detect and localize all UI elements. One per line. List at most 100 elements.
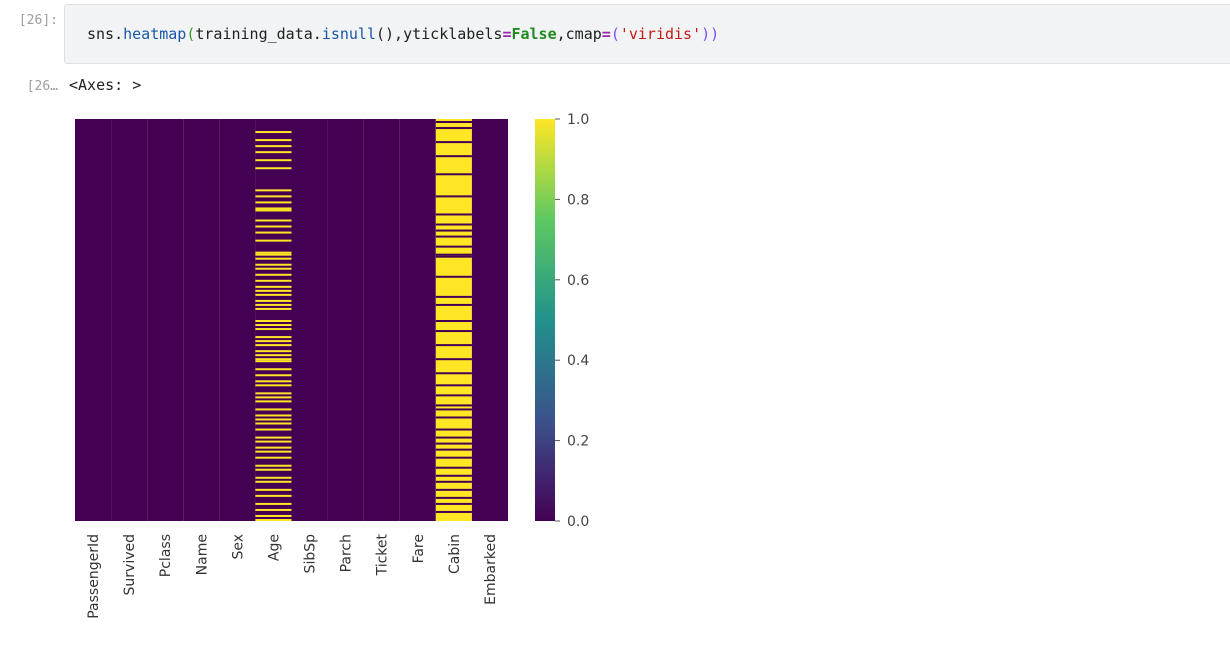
heatmap-cell-null (255, 201, 292, 204)
heatmap-cell-present (435, 502, 472, 505)
code-line: sns.heatmap(training_data.isnull(),ytick… (87, 25, 719, 43)
heatmap-cell-present (435, 235, 472, 238)
colorbar-tick-label: 0.6 (567, 273, 589, 289)
heatmap-cell-null (255, 508, 292, 511)
heatmap-cell-null (255, 267, 292, 270)
heatmap-cell-null (255, 167, 292, 170)
heatmap-cell-present (435, 408, 472, 411)
heatmap-cell-null (255, 440, 292, 443)
heatmap-cell-null (255, 257, 292, 260)
heatmap-cell-present (435, 344, 472, 347)
heatmap-cell-null (255, 303, 292, 306)
x-tick-label: SibSp (303, 534, 319, 574)
heatmap-cell-null (255, 145, 292, 148)
heatmap-cell-present (435, 330, 472, 333)
heatmap-cell-null (255, 293, 292, 296)
heatmap-cell-null (255, 494, 292, 497)
x-tick-label: PassengerId (86, 534, 102, 619)
heatmap-cell-null (255, 450, 292, 453)
heatmap-cell-present (435, 448, 472, 451)
heatmap-column-survived (111, 119, 148, 521)
heatmap-column-fare (399, 119, 436, 521)
heatmap-cell-present (435, 466, 472, 469)
x-tick-label: Parch (339, 534, 355, 572)
heatmap-cell-present (435, 303, 472, 306)
colorbar-tick-label: 0.8 (567, 192, 589, 208)
heatmap-cell-present (435, 195, 472, 198)
heatmap-cell-null (255, 408, 292, 411)
heatmap-cell-null (255, 422, 292, 425)
heatmap-column-ticket (363, 119, 400, 521)
heatmap-cells (75, 119, 508, 521)
heatmap-column-embarked (471, 119, 508, 521)
colorbar-tick-label: 0.0 (567, 514, 589, 530)
code-token: = (502, 25, 512, 43)
heatmap-cell-null (255, 360, 292, 363)
heatmap-cell-present (435, 416, 472, 419)
x-tick-label: Cabin (447, 534, 463, 574)
heatmap-cell-null (255, 207, 292, 210)
heatmap-cell-null (255, 368, 292, 371)
x-tick-label: Embarked (483, 534, 499, 605)
heatmap-cell-null (255, 285, 292, 288)
code-token: False (511, 25, 557, 43)
heatmap-cell-null (255, 307, 292, 310)
code-token: training_data. (195, 25, 322, 43)
code-token: ,cmap (556, 25, 602, 43)
heatmap-cell-null (255, 480, 292, 483)
heatmap-cell-present (435, 428, 472, 431)
heatmap-cell-present (435, 229, 472, 232)
heatmap-cell-present (435, 358, 472, 361)
heatmap-column-sex (219, 119, 256, 521)
code-token: )) (701, 25, 720, 43)
code-token: ( (610, 25, 620, 43)
heatmap-cell-present (435, 245, 472, 248)
heatmap-cell-null (255, 225, 292, 228)
heatmap-cell-present (435, 155, 472, 158)
output-text: <Axes: > (69, 76, 142, 94)
heatmap-cell-null (255, 324, 292, 327)
heatmap-cell-present (435, 474, 472, 477)
colorbar (535, 119, 555, 521)
code-token: 'viridis' (619, 25, 702, 43)
code-cell-input[interactable]: sns.heatmap(training_data.isnull(),ytick… (64, 4, 1230, 64)
heatmap-cell-present (435, 442, 472, 445)
heatmap-cell-null (255, 476, 292, 479)
code-token: ( (186, 25, 196, 43)
heatmap-cell-null (255, 289, 292, 292)
heatmap-cell-present (435, 488, 472, 491)
heatmap-cell-null (255, 428, 292, 431)
heatmap-cell-null (255, 350, 292, 353)
x-tick-label: Fare (411, 534, 427, 563)
heatmap-cell-null (255, 209, 292, 212)
code-token: heatmap (123, 25, 187, 43)
heatmap-cell-present (435, 127, 472, 130)
heatmap-cell-present (435, 295, 472, 298)
heatmap-cell-null (255, 253, 292, 256)
heatmap-cell-null (255, 131, 292, 134)
heatmap-cell-present (435, 213, 472, 216)
heatmap-cell-null (255, 336, 292, 339)
heatmap-cell-null (255, 488, 292, 491)
heatmap-cell-null (255, 468, 292, 471)
output-prompt: [26… (26, 79, 58, 94)
x-tick-label: Pclass (158, 534, 174, 577)
heatmap-cell-null (255, 418, 292, 421)
heatmap-column-parch (327, 119, 364, 521)
heatmap-cell-null (255, 384, 292, 387)
heatmap-cell-null (255, 358, 292, 361)
heatmap-cell-null (255, 514, 292, 517)
code-token: sns. (87, 25, 124, 43)
heatmap-cell-present (435, 223, 472, 226)
x-tick-label: Sex (230, 534, 246, 560)
x-tick-labels: PassengerId Survived Pclass Name Sex Age SibSp… (86, 533, 499, 618)
heatmap-cell-present (435, 496, 472, 499)
heatmap-cell-null (255, 464, 292, 467)
x-tick-label: Name (194, 534, 210, 575)
heatmap-cell-null (255, 456, 292, 459)
heatmap-cell-null (255, 151, 292, 154)
heatmap-cell-null (255, 446, 292, 449)
heatmap-cell-present (435, 510, 472, 513)
heatmap-cell-null (255, 251, 292, 254)
